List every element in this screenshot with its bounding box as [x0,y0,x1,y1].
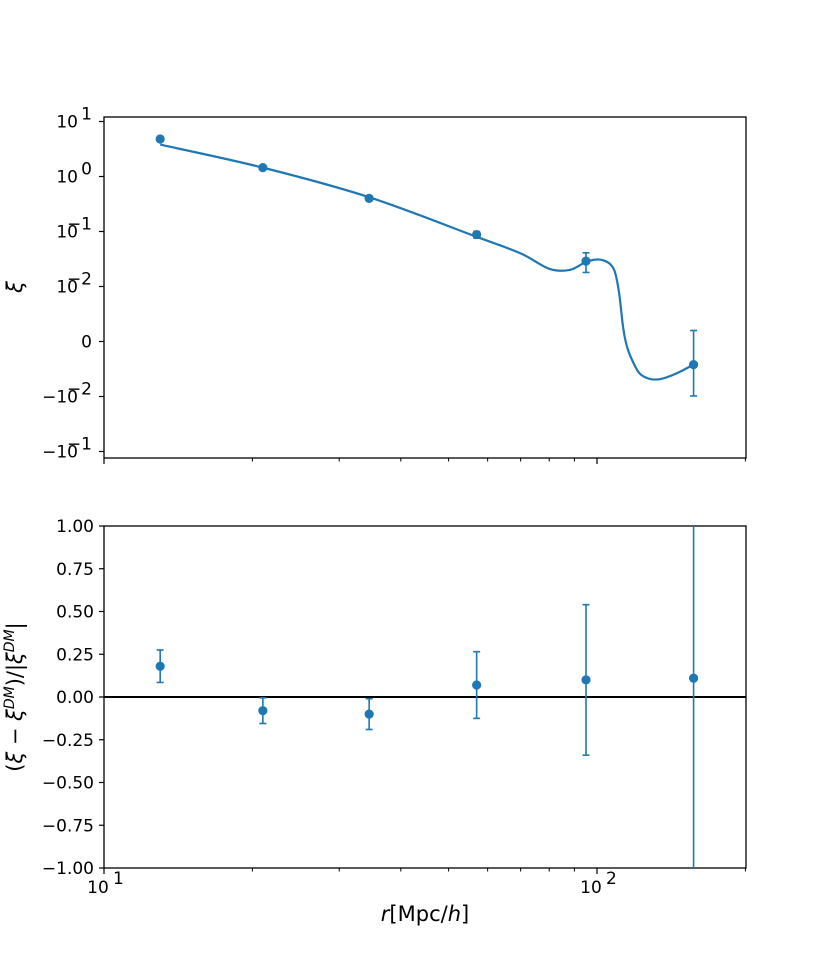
top-data-point [364,193,374,203]
top-data-point [472,229,482,240]
bottom-x-tick-exponent: 1 [113,869,124,889]
top-series [155,134,699,397]
bottom-y-tick-label: −0.50 [42,774,94,794]
bottom-data-point [581,675,591,685]
bottom-x-tick-exponent: 2 [606,869,617,889]
top-y-tick-label: 10 [56,278,78,298]
top-y-tick-label: 10 [56,223,78,243]
bottom-y-tick-label: 0.75 [56,560,94,580]
top-y-tick-label: −10 [42,388,78,408]
bottom-x-axis-label: r[Mpc/h] [381,902,469,926]
bottom-data-point [258,706,268,716]
bottom-y-tick-label: 1.00 [56,517,94,537]
bottom-x-tick-label: 10 [580,878,602,898]
top-y-tick-exponent: −1 [67,435,92,455]
bottom-series [155,526,699,868]
top-data-point [688,360,699,370]
bottom-x-tick-label: 10 [87,878,109,898]
top-y-tick-exponent: −2 [67,270,92,290]
top-y-ticks: 10 110 010−110−20−10−2−10−1 [42,105,104,463]
model-curve [159,143,695,381]
top-y-tick-exponent: 0 [81,160,92,180]
top-data-point [258,163,268,173]
bottom-y-tick-label: 0.00 [56,688,94,708]
bottom-data-point [364,709,374,719]
top-data-point [155,134,165,144]
top-y-tick-label: 10 [56,168,78,188]
top-y-axis-label: ξ [3,281,27,294]
bottom-y-tick-label: 0.50 [56,603,94,623]
top-data-point [581,256,591,266]
top-x-ticks [103,458,746,464]
top-panel: 10 110 010−110−20−10−2−10−1 ξ [3,105,747,464]
bottom-x-ticks: 10 1 10 2 [87,868,746,898]
top-y-tick-label: 0 [81,333,92,353]
bottom-data-point [688,673,699,683]
top-y-tick-label: 10 [56,113,78,133]
bottom-y-tick-label: −0.25 [42,731,94,751]
top-plot-frame [103,116,747,459]
bottom-panel: 1.00 0.75 0.50 0.25 0.00 −0.25 −0.50 −0.75 −1.00… [2,517,747,926]
top-y-tick-exponent: −2 [67,380,92,400]
bottom-data-point [472,680,482,690]
top-y-tick-exponent: −1 [67,215,92,235]
bottom-y-tick-label: −1.00 [42,859,94,879]
bottom-y-axis-label: (ξ − ξDM)/|ξDM| [2,622,28,771]
bottom-data-point [155,661,165,671]
bottom-y-tick-label: 0.25 [56,645,94,665]
top-y-tick-label: −10 [42,443,78,463]
top-y-tick-exponent: 1 [81,105,92,125]
bottom-y-tick-label: −0.75 [42,816,94,836]
bottom-y-ticks: 1.00 0.75 0.50 0.25 0.00 −0.25 −0.50 −0.75 −1.00 [42,517,104,879]
